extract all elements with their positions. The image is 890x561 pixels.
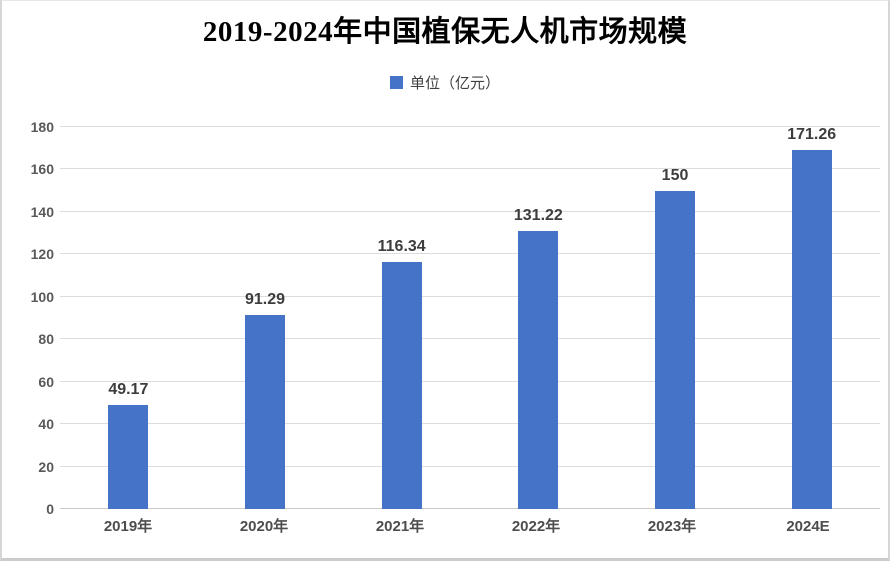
y-axis-tick-label: 40 [38, 416, 54, 433]
bar [381, 262, 422, 509]
gridline [60, 126, 880, 127]
legend: 单位（亿元） [2, 72, 888, 93]
y-axis-tick-label: 80 [38, 331, 54, 348]
bar-group: 150 [607, 127, 744, 509]
bar-series: 49.17 91.29 116.34 131.22 150 171.26 [60, 127, 880, 509]
bar [655, 190, 696, 509]
y-axis-tick-label: 180 [30, 119, 54, 135]
bar-group: 131.22 [470, 127, 607, 509]
bar [518, 230, 559, 509]
bar [108, 404, 149, 509]
x-axis-tick-label: 2019年 [103, 518, 153, 535]
bar-value-label: 150 [661, 166, 689, 184]
x-axis-tick-label: 2021年 [375, 518, 425, 535]
bar-group: 171.26 [743, 127, 880, 509]
y-axis-tick-label: 20 [38, 458, 54, 475]
gridline [60, 168, 880, 170]
bar-value-label: 131.22 [513, 206, 563, 224]
x-axis-tick-label: 2024E [786, 518, 830, 535]
y-axis: 0 20 40 60 80 100 120 140 160 180 [14, 120, 54, 516]
plot-wrap: 0 20 40 60 80 100 120 140 160 180 49.17 91.29 116.3… [14, 120, 880, 516]
y-axis-tick-label: 160 [30, 161, 54, 178]
x-axis-tick-label: 2020年 [239, 518, 289, 535]
plot-area: 49.17 91.29 116.34 131.22 150 171.26 [60, 126, 880, 509]
bar-value-label: 116.34 [377, 238, 426, 256]
x-axis: 2019年 2020年 2021年 2022年 2023年 2024E [60, 518, 876, 536]
bar-group: 91.29 [197, 127, 334, 509]
gridline [60, 338, 880, 340]
y-axis-tick-label: 120 [30, 246, 54, 263]
y-axis-tick-label: 60 [38, 373, 54, 390]
gridline [60, 295, 880, 297]
bar-group: 49.17 [60, 127, 197, 509]
gridline [60, 253, 880, 255]
legend-label: 单位（亿元） [409, 75, 500, 92]
chart-title: 2019-2024年中国植保无人机市场规模 [202, 16, 688, 48]
gridline [60, 210, 880, 212]
gridline [60, 508, 880, 509]
bar-value-label: 171.26 [787, 126, 837, 143]
legend-swatch-icon [389, 76, 403, 89]
gridline [60, 423, 880, 425]
y-axis-tick-label: 140 [30, 203, 54, 220]
bar-group: 116.34 [333, 127, 470, 509]
x-axis-tick-label: 2023年 [647, 518, 697, 535]
gridline [60, 465, 880, 467]
y-axis-tick-label: 100 [30, 288, 54, 305]
bar [791, 150, 832, 509]
bar-value-label: 49.17 [108, 380, 149, 398]
y-axis-tick-label: 0 [46, 501, 54, 517]
gridline [60, 380, 880, 382]
bar-value-label: 91.29 [244, 291, 286, 309]
x-axis-tick-label: 2022年 [511, 518, 561, 535]
bar [245, 315, 285, 509]
